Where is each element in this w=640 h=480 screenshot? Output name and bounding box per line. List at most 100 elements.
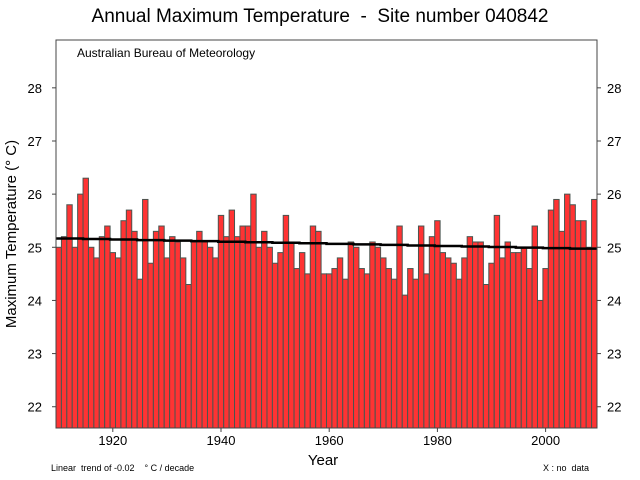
bar-1974 [401, 294, 409, 429]
bar-1981 [439, 252, 447, 429]
bar-1951 [277, 252, 284, 429]
bar-2009 [591, 198, 598, 429]
bar-1994 [509, 252, 517, 429]
bar-1947 [255, 246, 263, 429]
bar-1918 [98, 236, 106, 429]
bar-1938 [206, 246, 214, 429]
bar-2001 [547, 209, 555, 429]
bar-1941 [223, 236, 230, 429]
x-tick-label: 1940 [207, 433, 236, 448]
trend-text: Linear trend of -0.02 ° C / decade [51, 463, 195, 473]
bar-1948 [261, 230, 268, 429]
bar-2000 [542, 268, 549, 429]
bar-1943 [234, 236, 241, 429]
bar-1952 [282, 214, 290, 429]
bar-1956 [304, 273, 311, 429]
x-tick-label: 2000 [531, 433, 560, 448]
bar-1986 [466, 236, 474, 429]
bar-1922 [120, 220, 127, 429]
bar-1945 [244, 225, 252, 429]
y-tick-label-right: 27 [607, 134, 621, 149]
bar-1978 [423, 273, 430, 429]
bar-1973 [396, 225, 403, 429]
bar-1989 [482, 283, 490, 429]
bar-1934 [185, 283, 192, 429]
bar-1954 [293, 268, 300, 429]
trend-line [56, 237, 597, 250]
bar-1916 [87, 246, 95, 429]
y-tick-label-right: 23 [607, 347, 621, 362]
bar-1914 [77, 193, 84, 429]
bar-2006 [574, 220, 582, 429]
bar-1932 [174, 241, 181, 429]
bar-1933 [179, 257, 187, 429]
bar-1923 [125, 209, 133, 429]
bar-1982 [445, 257, 452, 429]
bar-1983 [450, 262, 457, 429]
annotation: Australian Bureau of Meteorology [77, 46, 255, 60]
bar-1990 [488, 262, 495, 429]
bar-1928 [152, 230, 160, 429]
bar-1929 [158, 225, 165, 429]
bar-1930 [163, 257, 171, 429]
bar-2003 [558, 230, 566, 429]
bar-1963 [342, 278, 349, 429]
bar-1964 [347, 241, 355, 429]
y-tick-label-right: 28 [607, 81, 621, 96]
bar-1957 [309, 225, 317, 429]
bar-1935 [190, 241, 198, 429]
x-tick-label: 1980 [423, 433, 452, 448]
bar-1965 [353, 246, 360, 429]
bar-1910 [55, 246, 62, 429]
x-tick-label: 1960 [315, 433, 344, 448]
bar-2007 [580, 220, 587, 429]
bar-1920 [109, 252, 117, 429]
bar-1969 [374, 246, 382, 429]
bar-1970 [380, 257, 387, 429]
bar-1939 [212, 257, 219, 429]
x-axis-label: Year [308, 452, 338, 469]
bar-1988 [477, 241, 484, 429]
bar-1972 [390, 278, 398, 429]
bar-2005 [569, 204, 576, 429]
plot-frame [55, 39, 598, 429]
bar-1993 [504, 241, 511, 429]
bar-1984 [455, 278, 463, 429]
bar-1987 [472, 241, 479, 429]
y-axis-label: Maximum Temperature (° C) [3, 140, 20, 328]
bar-1940 [217, 214, 225, 429]
bar-1979 [428, 236, 436, 429]
bar-1995 [515, 252, 522, 429]
bar-1967 [363, 273, 371, 429]
y-tick-label-right: 24 [607, 293, 621, 308]
bar-2004 [564, 193, 571, 429]
bar-1924 [131, 230, 138, 429]
bar-1919 [104, 225, 111, 429]
bar-1913 [71, 246, 79, 429]
bar-1961 [331, 268, 338, 429]
bar-1980 [434, 220, 441, 429]
bar-1966 [358, 268, 365, 429]
bar-1976 [412, 278, 419, 429]
bar-1917 [93, 257, 100, 429]
bar-1999 [536, 299, 544, 429]
bar-1937 [201, 241, 208, 429]
bar-1996 [520, 246, 528, 429]
y-tick-label-left: 22 [28, 400, 42, 415]
bar-1998 [531, 225, 538, 429]
y-tick-label-left: 26 [28, 187, 42, 202]
trend-line-path [56, 237, 597, 250]
y-tick-label-left: 25 [28, 240, 42, 255]
chart-title: Annual Maximum Temperature - Site number… [91, 6, 549, 27]
bar-1921 [115, 257, 122, 429]
bar-1959 [320, 273, 327, 429]
bars [55, 177, 598, 429]
bar-1960 [326, 273, 333, 429]
bar-1927 [147, 262, 154, 429]
bar-1975 [407, 268, 414, 429]
y-tick-label-right: 22 [607, 400, 621, 415]
y-tick-label-left: 28 [28, 81, 42, 96]
bar-1953 [288, 241, 295, 429]
bar-1962 [336, 257, 344, 429]
no-data-legend: X : no data [543, 463, 590, 473]
